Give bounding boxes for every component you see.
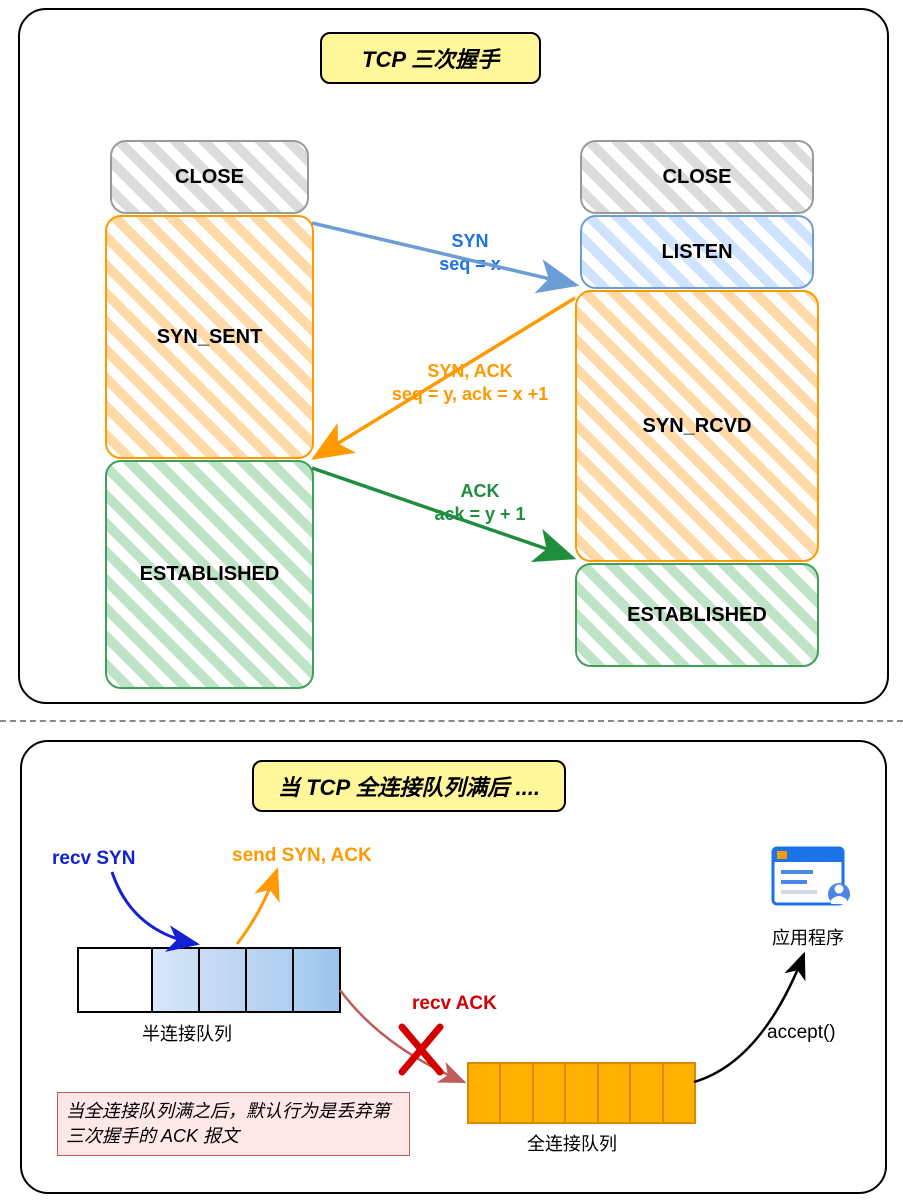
queue-full-note-text: 当全连接队列满之后，默认行为是丢弃第三次握手的 ACK 报文 [66,1101,390,1146]
msg-synack-l2: seq = y, ack = x +1 [392,384,548,404]
label-send-synack: send SYN, ACK [232,844,372,869]
full-queue-label: 全连接队列 [527,1130,617,1156]
state-right-synrcvd-label: SYN_RCVD [643,415,752,438]
msg-synack-l1: SYN, ACK [427,361,512,381]
state-right-synrcvd: SYN_RCVD [575,290,819,562]
accept-label: accept() [767,1022,836,1044]
msg-synack: SYN, ACK seq = y, ack = x +1 [340,360,600,407]
label-recv-syn-text: recv SYN [52,848,135,869]
application-icon [767,842,857,922]
msg-ack: ACK ack = y + 1 [380,480,580,527]
panel-queue-full: 当 TCP 全连接队列满后 .... recv SYN send SYN, AC… [20,740,887,1194]
application-label: 应用程序 [772,924,844,950]
queue-full-note: 当全连接队列满之后，默认行为是丢弃第三次握手的 ACK 报文 [57,1092,410,1156]
panel-handshake: TCP 三次握手 CLOSE SYN_SENT ESTABLISHED CLOS… [18,8,889,704]
half-queue-label-text: 半连接队列 [142,1024,232,1044]
msg-syn: SYN seq = x [370,230,570,277]
msg-syn-l2: seq = x [439,254,501,274]
state-right-listen-label: LISTEN [661,241,732,264]
half-queue-label: 半连接队列 [142,1020,232,1046]
state-left-close: CLOSE [110,140,309,214]
full-queue-label-text: 全连接队列 [527,1134,617,1154]
state-left-established: ESTABLISHED [105,460,314,689]
state-left-close-label: CLOSE [175,166,244,189]
label-recv-syn: recv SYN [52,847,135,872]
state-left-synsent-label: SYN_SENT [157,326,263,349]
state-right-close-label: CLOSE [663,166,732,189]
full-queue [467,1062,696,1124]
state-right-close: CLOSE [580,140,814,214]
state-right-established: ESTABLISHED [575,563,819,667]
title-handshake: TCP 三次握手 [320,32,541,84]
msg-ack-l1: ACK [461,481,500,501]
label-recv-ack-text: recv ACK [412,993,497,1014]
half-queue [77,947,341,1013]
msg-ack-l2: ack = y + 1 [434,504,525,524]
state-left-established-label: ESTABLISHED [140,563,280,586]
title-queue-full-text: 当 TCP 全连接队列满后 .... [278,775,540,800]
title-queue-full: 当 TCP 全连接队列满后 .... [252,760,566,812]
label-send-synack-text: send SYN, ACK [232,845,372,866]
state-left-synsent: SYN_SENT [105,215,314,459]
label-recv-ack: recv ACK [412,992,497,1017]
application-label-text: 应用程序 [772,928,844,948]
accept-label-text: accept() [767,1022,836,1043]
state-right-established-label: ESTABLISHED [627,604,767,627]
panel-divider [0,720,903,722]
state-right-listen: LISTEN [580,215,814,289]
msg-syn-l1: SYN [451,231,488,251]
title-handshake-text: TCP 三次握手 [362,47,499,72]
